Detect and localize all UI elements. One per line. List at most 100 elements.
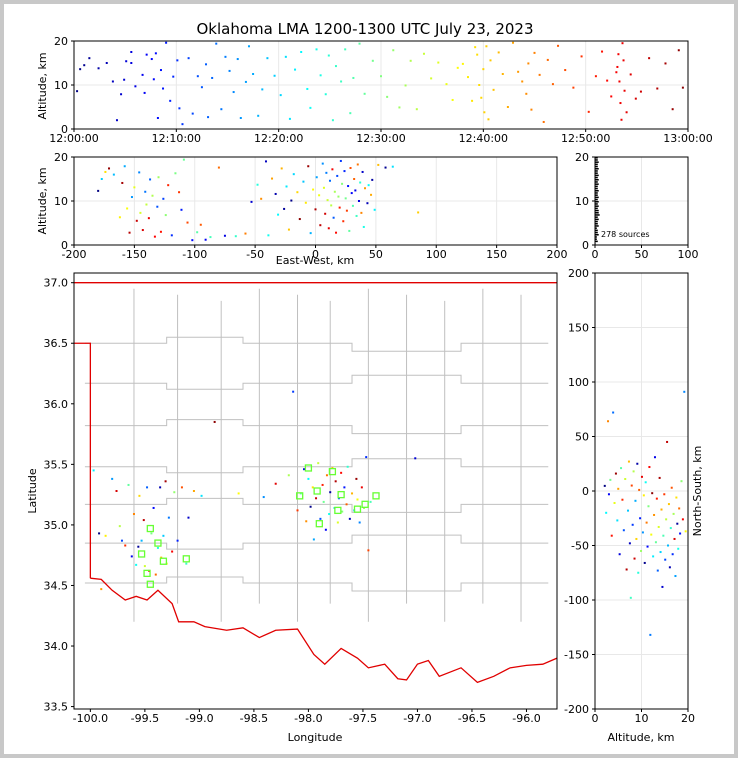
data-point	[167, 184, 170, 187]
data-point	[200, 86, 203, 89]
data-point	[319, 224, 322, 227]
data-point	[625, 111, 628, 114]
station-marker	[337, 490, 345, 499]
data-point	[633, 557, 636, 560]
data-point	[181, 123, 184, 126]
y-tick-label: 36.5	[44, 337, 69, 350]
data-point	[640, 475, 643, 478]
data-point	[144, 190, 147, 193]
data-point	[342, 220, 345, 223]
x-tick-label: 12:00:00	[49, 132, 98, 145]
histogram-bar	[595, 214, 600, 216]
data-point	[252, 73, 255, 75]
data-point	[326, 199, 329, 202]
histogram-bar	[595, 220, 598, 223]
data-point	[335, 231, 338, 234]
data-point	[170, 234, 173, 237]
data-point	[616, 65, 619, 68]
data-point	[474, 46, 477, 49]
data-point	[642, 494, 645, 497]
data-point	[146, 486, 149, 489]
data-point	[360, 486, 363, 489]
data-point	[178, 191, 181, 194]
data-point	[324, 212, 327, 215]
station-marker	[154, 539, 162, 547]
data-point	[287, 228, 290, 231]
data-point	[367, 184, 370, 187]
y-tick-label: 10	[54, 79, 68, 92]
data-point	[350, 192, 353, 195]
data-point	[162, 534, 165, 537]
data-point	[296, 191, 299, 194]
data-point	[97, 67, 100, 70]
data-point	[130, 51, 133, 53]
data-point	[191, 112, 194, 115]
data-point	[215, 42, 218, 45]
data-point	[141, 73, 144, 76]
data-point	[192, 490, 195, 492]
data-point	[185, 562, 188, 565]
data-point	[157, 176, 160, 179]
data-point	[318, 194, 321, 197]
data-point	[126, 207, 129, 210]
data-point	[307, 165, 310, 168]
data-point	[341, 510, 344, 513]
data-point	[138, 171, 141, 174]
data-point	[279, 94, 282, 97]
data-point	[283, 207, 286, 210]
y-tick-label: 150	[568, 322, 589, 335]
x-tick-label: 150	[486, 248, 507, 261]
histogram-bar	[595, 240, 598, 243]
lma-figure: Oklahoma LMA 1200-1300 UTC July 23, 2023…	[26, 20, 713, 744]
data-point	[614, 472, 617, 475]
data-point	[105, 62, 108, 64]
data-point	[256, 183, 259, 186]
data-point	[445, 83, 448, 86]
data-point	[115, 119, 118, 122]
data-point	[327, 54, 330, 57]
data-point	[336, 174, 339, 177]
data-point	[309, 232, 312, 235]
data-point	[546, 58, 549, 61]
data-point	[371, 178, 374, 181]
data-point	[677, 547, 680, 550]
histogram-bar	[595, 187, 598, 190]
data-point	[674, 575, 677, 578]
data-point	[623, 89, 626, 92]
data-point	[217, 166, 220, 169]
data-point	[530, 108, 533, 111]
data-point	[322, 500, 325, 503]
data-point	[118, 216, 121, 219]
data-point	[512, 41, 515, 44]
data-point	[173, 491, 176, 494]
plot-frame	[73, 156, 558, 246]
data-point	[143, 91, 146, 94]
data-point	[120, 539, 123, 542]
data-point	[357, 200, 360, 202]
data-point	[653, 456, 656, 459]
data-point	[319, 517, 322, 520]
data-point	[156, 205, 159, 208]
data-point	[112, 173, 115, 176]
histogram-bar	[595, 212, 599, 214]
data-point	[480, 96, 483, 99]
data-point	[228, 69, 231, 72]
data-point	[76, 90, 79, 93]
data-point	[305, 520, 308, 523]
data-point	[641, 531, 644, 534]
data-point	[348, 517, 351, 520]
y-tick-label: 100	[568, 376, 589, 389]
data-point	[224, 55, 227, 58]
data-point	[204, 238, 207, 241]
plot-frame	[594, 272, 689, 710]
data-point	[186, 221, 189, 224]
data-point	[355, 477, 358, 480]
data-point	[680, 480, 683, 483]
data-point	[267, 234, 270, 237]
data-point	[296, 509, 299, 512]
data-point	[404, 84, 407, 87]
data-point	[100, 588, 103, 591]
data-point	[478, 84, 481, 86]
histogram-bar	[595, 194, 598, 196]
y-tick-label: 0	[61, 123, 68, 136]
